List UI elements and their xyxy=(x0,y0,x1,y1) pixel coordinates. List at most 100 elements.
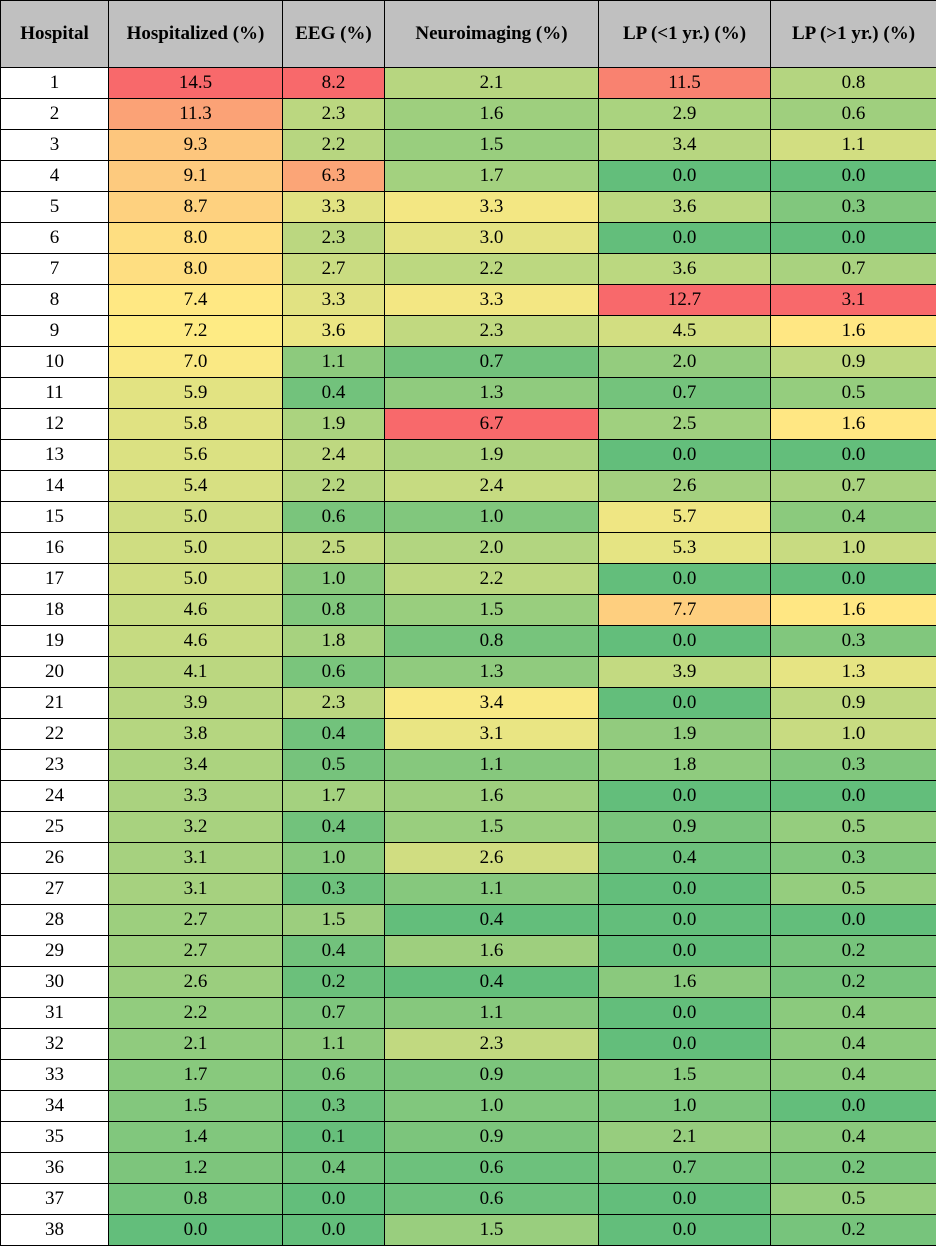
heatmap-cell: 2.1 xyxy=(599,1122,771,1153)
heatmap-cell: 0.5 xyxy=(771,812,936,843)
heatmap-cell: 0.3 xyxy=(771,750,936,781)
heatmap-cell: 0.1 xyxy=(283,1122,385,1153)
hospital-cell: 3 xyxy=(1,130,109,161)
hospital-cell: 37 xyxy=(1,1184,109,1215)
heatmap-cell: 1.1 xyxy=(283,1029,385,1060)
column-header-3: Neuroimaging (%) xyxy=(385,1,599,68)
heatmap-cell: 0.2 xyxy=(283,967,385,998)
heatmap-cell: 1.1 xyxy=(283,347,385,378)
hospital-cell: 26 xyxy=(1,843,109,874)
heatmap-cell: 3.1 xyxy=(771,285,936,316)
hospital-cell: 31 xyxy=(1,998,109,1029)
heatmap-cell: 2.3 xyxy=(385,1029,599,1060)
heatmap-cell: 0.4 xyxy=(771,502,936,533)
heatmap-cell: 0.0 xyxy=(599,223,771,254)
heatmap-cell: 0.4 xyxy=(283,936,385,967)
heatmap-cell: 3.3 xyxy=(283,192,385,223)
hospital-cell: 15 xyxy=(1,502,109,533)
heatmap-cell: 4.1 xyxy=(109,657,283,688)
hospital-cell: 2 xyxy=(1,99,109,130)
heatmap-cell: 1.9 xyxy=(599,719,771,750)
heatmap-cell: 0.6 xyxy=(283,657,385,688)
heatmap-cell: 0.6 xyxy=(283,1060,385,1091)
heatmap-cell: 1.3 xyxy=(385,378,599,409)
hospital-cell: 34 xyxy=(1,1091,109,1122)
hospital-cell: 6 xyxy=(1,223,109,254)
hospital-cell: 29 xyxy=(1,936,109,967)
heatmap-cell: 0.2 xyxy=(771,1153,936,1184)
heatmap-cell: 1.1 xyxy=(385,874,599,905)
heatmap-cell: 8.0 xyxy=(109,223,283,254)
heatmap-cell: 0.0 xyxy=(599,564,771,595)
heatmap-cell: 0.4 xyxy=(283,812,385,843)
heatmap-cell: 0.9 xyxy=(771,688,936,719)
heatmap-cell: 1.3 xyxy=(771,657,936,688)
heatmap-cell: 11.3 xyxy=(109,99,283,130)
heatmap-cell: 0.4 xyxy=(771,1060,936,1091)
heatmap-cell: 0.5 xyxy=(771,378,936,409)
heatmap-cell: 3.4 xyxy=(109,750,283,781)
hospital-cell: 25 xyxy=(1,812,109,843)
heatmap-cell: 1.0 xyxy=(599,1091,771,1122)
heatmap-cell: 5.0 xyxy=(109,564,283,595)
heatmap-cell: 1.7 xyxy=(283,781,385,812)
heatmap-cell: 1.8 xyxy=(283,626,385,657)
heatmap-cell: 1.7 xyxy=(385,161,599,192)
heatmap-cell: 3.6 xyxy=(283,316,385,347)
heatmap-cell: 1.1 xyxy=(385,750,599,781)
heatmap-cell: 2.4 xyxy=(385,471,599,502)
heatmap-cell: 1.6 xyxy=(599,967,771,998)
heatmap-cell: 6.3 xyxy=(283,161,385,192)
heatmap-cell: 1.5 xyxy=(385,1215,599,1246)
heatmap-cell: 2.7 xyxy=(109,905,283,936)
hospital-cell: 38 xyxy=(1,1215,109,1246)
heatmap-cell: 0.4 xyxy=(771,998,936,1029)
hospital-cell: 19 xyxy=(1,626,109,657)
heatmap-cell: 0.9 xyxy=(599,812,771,843)
heatmap-cell: 4.6 xyxy=(109,626,283,657)
heatmap-cell: 3.3 xyxy=(283,285,385,316)
heatmap-cell: 5.6 xyxy=(109,440,283,471)
hospital-cell: 13 xyxy=(1,440,109,471)
heatmap-cell: 0.0 xyxy=(599,626,771,657)
heatmap-cell: 1.5 xyxy=(385,130,599,161)
heatmap-cell: 0.0 xyxy=(599,688,771,719)
heatmap-cell: 1.0 xyxy=(283,564,385,595)
heatmap-cell: 2.2 xyxy=(109,998,283,1029)
heatmap-cell: 2.9 xyxy=(599,99,771,130)
heatmap-cell: 0.0 xyxy=(771,161,936,192)
heatmap-cell: 0.0 xyxy=(771,440,936,471)
heatmap-cell: 0.4 xyxy=(283,719,385,750)
heatmap-cell: 3.9 xyxy=(109,688,283,719)
heatmap-cell: 5.4 xyxy=(109,471,283,502)
heatmap-cell: 2.5 xyxy=(283,533,385,564)
heatmap-cell: 0.5 xyxy=(771,874,936,905)
heatmap-cell: 1.9 xyxy=(283,409,385,440)
heatmap-cell: 3.1 xyxy=(385,719,599,750)
heatmap-cell: 3.3 xyxy=(109,781,283,812)
heatmap-cell: 2.6 xyxy=(385,843,599,874)
heatmap-cell: 0.4 xyxy=(771,1029,936,1060)
heatmap-cell: 0.6 xyxy=(385,1153,599,1184)
hospital-cell: 20 xyxy=(1,657,109,688)
heatmap-cell: 1.0 xyxy=(385,502,599,533)
heatmap-cell: 4.5 xyxy=(599,316,771,347)
heatmap-cell: 8.0 xyxy=(109,254,283,285)
heatmap-cell: 0.0 xyxy=(599,905,771,936)
